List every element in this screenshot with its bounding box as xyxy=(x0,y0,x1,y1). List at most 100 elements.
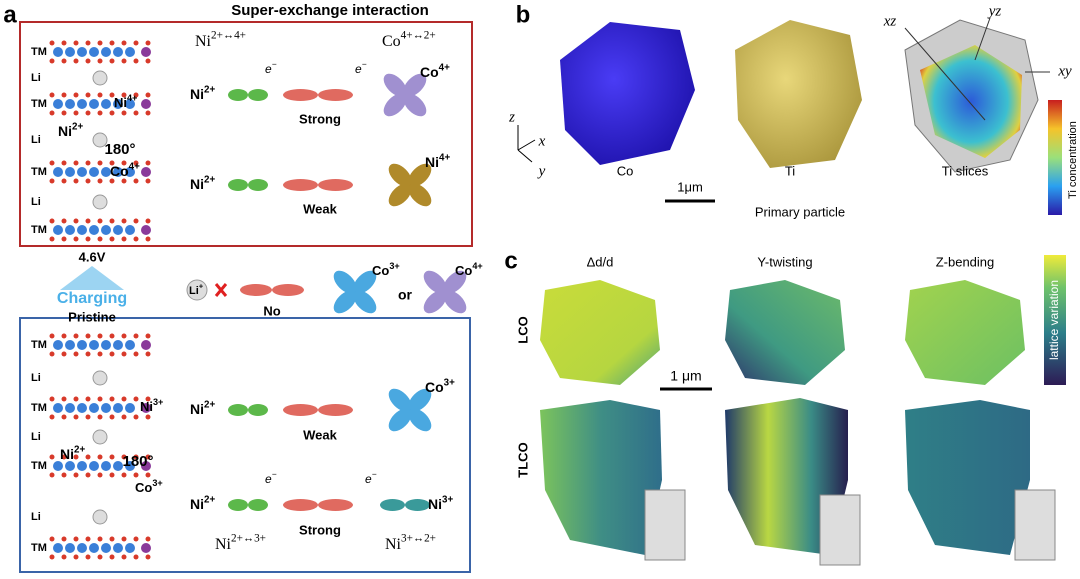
o-atom xyxy=(109,236,115,242)
o-atom xyxy=(145,414,151,420)
o-atom xyxy=(121,536,127,542)
ion-element: Co xyxy=(135,480,152,495)
o-atom xyxy=(61,40,67,46)
tm-atom xyxy=(89,340,99,350)
tm-atom xyxy=(65,543,75,553)
tm-atom xyxy=(113,167,123,177)
o-atom xyxy=(109,536,115,542)
o-atom xyxy=(109,92,115,98)
o-atom xyxy=(49,333,55,339)
layer-label: TM xyxy=(31,402,47,414)
ion-label: Co3+ xyxy=(425,377,455,395)
tm-atom xyxy=(89,461,99,471)
column-header: Δd/d xyxy=(587,254,614,269)
o-atom xyxy=(133,472,139,478)
orbital xyxy=(228,404,248,416)
ion-label: Ni2+ xyxy=(190,174,215,192)
o-atom xyxy=(49,536,55,542)
tm-atom xyxy=(141,99,151,109)
tm-atom xyxy=(77,340,87,350)
row-label: TLCO xyxy=(515,442,530,477)
tm-atom xyxy=(125,340,135,350)
tm-atom xyxy=(77,543,87,553)
li-atom xyxy=(92,70,108,86)
tm-atom xyxy=(101,461,111,471)
tm-atom xyxy=(141,225,151,235)
o-atom xyxy=(97,92,103,98)
tm-atom xyxy=(53,167,63,177)
tm-atom xyxy=(65,225,75,235)
ion-charge: 4+ xyxy=(472,261,482,271)
o-atom xyxy=(49,58,55,64)
o-atom xyxy=(73,218,79,224)
tm-atom xyxy=(141,543,151,553)
o-atom xyxy=(145,396,151,402)
tm-atom xyxy=(113,340,123,350)
o-atom xyxy=(97,536,103,542)
tm-atom xyxy=(101,47,111,57)
ion-element: Li xyxy=(189,285,199,297)
o-atom xyxy=(49,472,55,478)
ion-charge: − xyxy=(272,59,277,69)
label: Weak xyxy=(303,201,337,216)
tm-atom xyxy=(125,167,135,177)
tm-atom xyxy=(113,225,123,235)
o-atom xyxy=(109,414,115,420)
orbital xyxy=(353,290,377,314)
orbital xyxy=(248,179,268,191)
o-atom xyxy=(73,110,79,116)
o-atom xyxy=(73,472,79,478)
orbital xyxy=(408,388,432,412)
o-atom xyxy=(61,396,67,402)
ion-element: Co xyxy=(110,163,129,179)
o-atom xyxy=(109,554,115,560)
o-atom xyxy=(73,536,79,542)
layer-label: TM xyxy=(31,339,47,351)
tm-atom xyxy=(113,47,123,57)
ion-label: Co4+ xyxy=(455,261,483,278)
tm-atom xyxy=(53,461,63,471)
o-atom xyxy=(133,454,139,460)
ion-charge: 4+ xyxy=(439,62,450,73)
o-atom xyxy=(121,554,127,560)
o-atom xyxy=(109,396,115,402)
ion-label: Ni2+ xyxy=(190,84,215,102)
axis-label: y xyxy=(537,163,546,179)
ion-label: Co3+ xyxy=(135,478,163,495)
orbital xyxy=(408,408,432,432)
orbital xyxy=(383,93,407,117)
o-atom xyxy=(85,92,91,98)
o-atom xyxy=(121,178,127,184)
orbital xyxy=(283,499,318,511)
ion-label: Ni3+↔2+ xyxy=(385,532,436,553)
column-header: Y-twisting xyxy=(757,254,812,269)
o-atom xyxy=(61,454,67,460)
o-atom xyxy=(121,40,127,46)
o-atom xyxy=(121,472,127,478)
o-atom xyxy=(49,218,55,224)
label: c xyxy=(504,247,517,274)
label: Super-exchange interaction xyxy=(231,2,429,19)
orbital xyxy=(333,290,357,314)
blocked-mark xyxy=(214,283,228,297)
ion-charge: 3+ xyxy=(389,261,399,271)
o-atom xyxy=(97,454,103,460)
orbital xyxy=(248,404,268,416)
o-atom xyxy=(97,58,103,64)
ion-element: e xyxy=(265,62,272,76)
column-header: Z-bending xyxy=(936,254,995,269)
o-atom xyxy=(61,333,67,339)
slice-label: xy xyxy=(1057,63,1072,79)
o-atom xyxy=(85,58,91,64)
o-atom xyxy=(73,40,79,46)
tm-atom xyxy=(125,461,135,471)
o-atom xyxy=(145,58,151,64)
o-atom xyxy=(49,92,55,98)
orbital xyxy=(228,499,248,511)
charged-box xyxy=(19,21,473,247)
o-atom xyxy=(85,333,91,339)
o-atom xyxy=(85,178,91,184)
charging-arrow xyxy=(60,266,124,290)
o-atom xyxy=(109,218,115,224)
o-atom xyxy=(49,414,55,420)
